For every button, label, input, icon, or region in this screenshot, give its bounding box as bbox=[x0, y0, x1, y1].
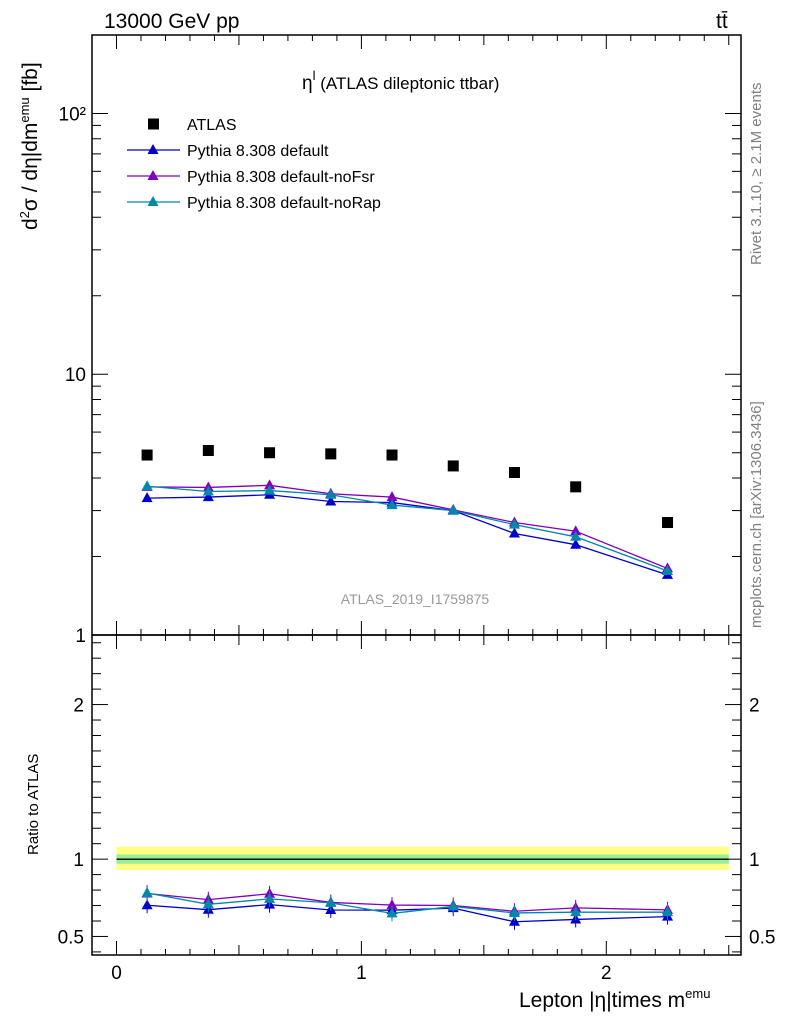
header-left: 13000 GeV pp bbox=[104, 10, 239, 33]
ratio-xtick-label: 0 bbox=[111, 963, 122, 984]
ratio-ytick-label: 2 bbox=[73, 696, 84, 717]
ratio-series-point bbox=[570, 906, 582, 917]
ratio-series-point bbox=[386, 907, 398, 918]
ratio-ylabel: Ratio to ATLAS bbox=[25, 754, 42, 855]
main-series-line bbox=[147, 485, 668, 572]
atlas-data-point bbox=[202, 444, 214, 456]
main-ytick-label: 1 bbox=[75, 626, 86, 647]
ratio-frame bbox=[91, 634, 742, 956]
main-ylabel: d2σ / dη|dmemu [fb] bbox=[17, 62, 42, 230]
atlas-data-point bbox=[570, 481, 582, 493]
main-series-point bbox=[202, 485, 214, 496]
analysis-watermark: ATLAS_2019_I1759875 bbox=[341, 591, 490, 607]
ratio-series-line bbox=[147, 903, 668, 923]
main-ytick-label: 10² bbox=[59, 104, 86, 125]
header-right: tt̄ bbox=[716, 10, 728, 33]
ratio-series-point bbox=[386, 899, 398, 910]
ratio-series-point bbox=[662, 906, 674, 917]
atlas-data-point bbox=[264, 447, 276, 459]
main-ytick-label: 10 bbox=[65, 365, 86, 386]
main-series-point bbox=[508, 527, 520, 538]
atlas-data-point bbox=[662, 517, 674, 529]
main-panel: 1 10 10² bbox=[59, 34, 741, 647]
main-series-point bbox=[202, 491, 214, 502]
main-series-point bbox=[662, 564, 674, 575]
ratio-ytick-label-right: 1 bbox=[749, 850, 760, 871]
legend-marker-atlas bbox=[148, 118, 159, 130]
main-series-point bbox=[325, 488, 337, 499]
ratio-ytick-label: 0.5 bbox=[58, 927, 84, 948]
main-series-point bbox=[447, 504, 459, 515]
main-series-line bbox=[147, 484, 668, 570]
main-series-point bbox=[570, 538, 582, 549]
main-series-point bbox=[325, 495, 337, 506]
ratio-series-point bbox=[508, 906, 520, 917]
ratio-ytick-label-right: 0.5 bbox=[749, 927, 775, 948]
ratio-series-point bbox=[202, 898, 214, 909]
main-series-point bbox=[386, 499, 398, 510]
plot-title: ηl (ATLAS dileptonic ttbar) bbox=[302, 68, 499, 94]
atlas-data-point bbox=[508, 466, 520, 478]
legend-label: ATLAS bbox=[187, 117, 237, 134]
ratio-ytick-label: 1 bbox=[73, 850, 84, 871]
ratio-xtick-label: 2 bbox=[601, 963, 612, 984]
rivet-label: Rivet 3.1.10, ≥ 2.1M events bbox=[748, 83, 765, 266]
legend-label: Pythia 8.308 default-noRap bbox=[187, 195, 381, 212]
main-series-point bbox=[264, 479, 276, 490]
ratio-ytick-label-right: 2 bbox=[749, 696, 760, 717]
legend-label: Pythia 8.308 default bbox=[187, 143, 329, 160]
ratio-series-point bbox=[325, 896, 337, 907]
legend: ATLAS Pythia 8.308 default Pythia 8.308 de… bbox=[127, 117, 381, 212]
mcplots-label: mcplots.cern.ch [arXiv:1306.3436] bbox=[748, 401, 765, 628]
main-series-point bbox=[386, 491, 398, 502]
main-series-point bbox=[570, 525, 582, 536]
atlas-data-point bbox=[141, 449, 153, 461]
main-series-point bbox=[570, 530, 582, 541]
main-series-point bbox=[264, 484, 276, 495]
main-series-point bbox=[508, 518, 520, 529]
legend-marker bbox=[147, 144, 159, 154]
legend-label: Pythia 8.308 default-noFsr bbox=[187, 169, 375, 186]
atlas-data-point bbox=[447, 460, 459, 472]
legend-marker bbox=[147, 196, 159, 206]
ratio-series-point bbox=[447, 900, 459, 911]
ratio-series-point bbox=[264, 892, 276, 903]
ratio-xtick-label: 1 bbox=[356, 963, 367, 984]
atlas-data-point bbox=[386, 449, 398, 461]
atlas-data-point bbox=[325, 448, 337, 460]
ratio-series-point bbox=[141, 887, 153, 898]
main-series-point bbox=[141, 480, 153, 491]
ratio-series-line bbox=[146, 892, 668, 915]
ratio-series-point bbox=[141, 899, 153, 910]
main-series-point bbox=[141, 492, 153, 503]
ratio-panel: 0.5 0.5 1 1 2 2 0 1 2 bbox=[58, 635, 775, 984]
ratio-xlabel: Lepton |η|times memu bbox=[519, 986, 710, 1012]
legend-marker bbox=[147, 170, 159, 180]
